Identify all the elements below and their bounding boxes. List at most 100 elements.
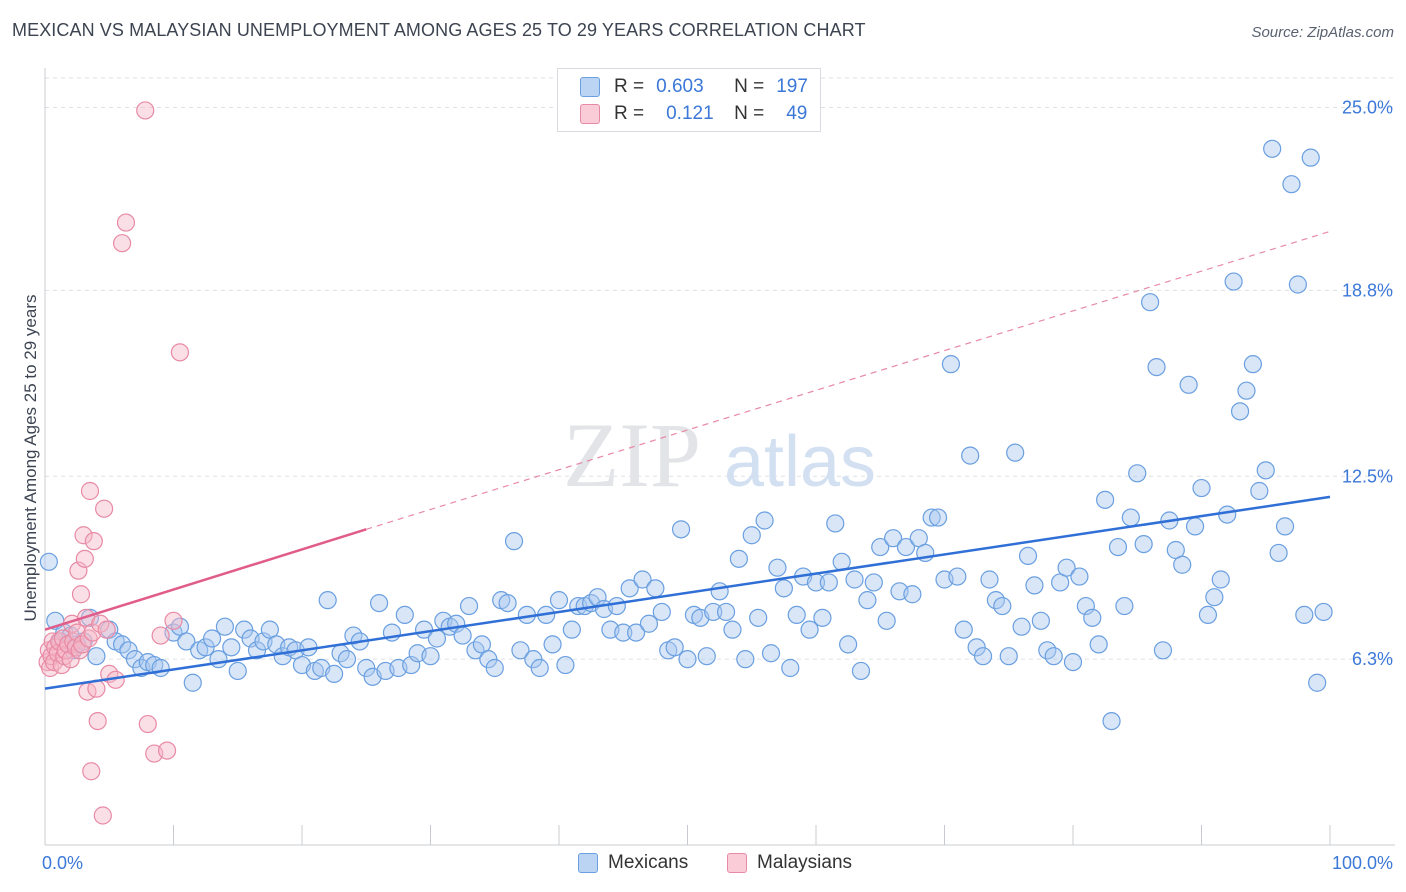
mexicans-point-149 xyxy=(999,647,1018,666)
mexicans-point-76 xyxy=(530,658,549,678)
mexicans-point-81 xyxy=(562,620,581,639)
mexicans-point-9 xyxy=(87,647,106,666)
mexicans-point-190 xyxy=(1263,139,1282,158)
mexicans-point-92 xyxy=(633,570,652,589)
malaysians-point-37 xyxy=(97,620,116,639)
mexicans-point-90 xyxy=(620,579,639,598)
mexicans-point-124 xyxy=(839,635,858,654)
mexicans-point-163 xyxy=(1089,635,1108,654)
mexicans-point-173 xyxy=(1153,641,1173,660)
mexicans-point-91 xyxy=(626,623,646,642)
mexicans-point-192 xyxy=(1275,517,1295,536)
y-tick-label-2: 18.8% xyxy=(1342,280,1393,300)
mexicans-point-94 xyxy=(646,579,665,598)
mexicans-point-95 xyxy=(652,602,671,622)
mexicans-point-194 xyxy=(1288,275,1307,294)
mexicans-point-191 xyxy=(1269,543,1288,563)
mexicans-point-183 xyxy=(1218,505,1237,524)
mexicans-point-170 xyxy=(1134,534,1153,554)
mexicans-point-154 xyxy=(1031,611,1050,630)
malaysians-point-43 xyxy=(138,714,157,734)
mexicans-point-116 xyxy=(787,605,806,625)
mexicans-point-164 xyxy=(1096,490,1115,509)
mexicans-point-143 xyxy=(961,446,980,465)
malaysians-point-23 xyxy=(74,526,93,545)
series-malaysians xyxy=(38,101,190,825)
malaysians-point-46 xyxy=(157,741,177,760)
legend-n-value-mexicans: 197 xyxy=(776,76,808,97)
mexicans-point-71 xyxy=(498,593,517,613)
mexicans-point-65 xyxy=(459,596,479,616)
malaysians-point-36 xyxy=(95,499,114,518)
mexicans-point-171 xyxy=(1140,293,1160,312)
legend-r-value-mexicans: 0.603 xyxy=(656,76,704,97)
mexicans-point-111 xyxy=(755,511,774,530)
mexicans-point-195 xyxy=(1295,605,1314,625)
mexicans-point-127 xyxy=(858,591,877,610)
mexicans-point-169 xyxy=(1128,464,1147,483)
mexicans-point-172 xyxy=(1147,358,1166,377)
mexicans-point-128 xyxy=(864,573,883,592)
mexicans-point-121 xyxy=(819,573,838,592)
mexicans-point-122 xyxy=(826,514,845,533)
mexicans-point-51 xyxy=(370,593,389,613)
malaysians-point-21 xyxy=(71,585,91,604)
malaysians-point-18 xyxy=(68,623,87,642)
mexicans-point-22 xyxy=(183,673,202,692)
mexicans-point-168 xyxy=(1121,508,1140,527)
mexicans-point-150 xyxy=(1006,443,1025,462)
mexicans-point-138 xyxy=(928,508,948,527)
mexicans-point-179 xyxy=(1192,478,1211,498)
svg-text:ZIP: ZIP xyxy=(563,404,701,506)
mexicans-point-126 xyxy=(851,661,871,681)
mexicans-point-134 xyxy=(903,585,922,604)
mexicans-point-72 xyxy=(504,532,524,551)
mexicans-point-104 xyxy=(710,582,729,601)
mexicans-point-167 xyxy=(1115,596,1134,616)
mexicans-point-142 xyxy=(954,620,973,639)
mexicans-point-29 xyxy=(228,661,247,681)
legend-n-label: N = xyxy=(734,76,765,97)
mexicans-point-182 xyxy=(1211,570,1230,589)
series-mexicans xyxy=(39,139,1333,731)
mexicans-point-141 xyxy=(948,567,967,586)
correlation-legend: R = 0.603 N = 197 R = 0.121 N = 49 xyxy=(557,68,821,132)
legend-r-label: R = xyxy=(614,76,645,97)
mexicans-point-109 xyxy=(742,526,761,545)
mexicans-point-146 xyxy=(980,570,999,589)
mexicans-point-93 xyxy=(639,614,659,633)
chart-title: MEXICAN VS MALAYSIAN UNEMPLOYMENT AMONG … xyxy=(12,20,866,40)
mexicans-point-180 xyxy=(1198,605,1218,625)
mexicans-point-145 xyxy=(973,647,993,666)
x-tick-label-0: 0.0% xyxy=(42,853,83,873)
legend-r-label: R = xyxy=(614,103,645,124)
legend-n-label: N = xyxy=(734,103,765,124)
malaysians-point-33 xyxy=(88,711,107,731)
mexicans-point-98 xyxy=(671,520,691,539)
mexicans-point-177 xyxy=(1179,375,1198,394)
mexicans-point-113 xyxy=(768,558,787,577)
mexicans-point-184 xyxy=(1224,272,1243,291)
mexicans-point-196 xyxy=(1301,148,1320,167)
mexicans-point-152 xyxy=(1018,546,1038,566)
mexicans-point-178 xyxy=(1185,517,1205,536)
mexicans-point-153 xyxy=(1025,576,1044,595)
mexicans-point-114 xyxy=(774,579,793,598)
mexicans-point-131 xyxy=(883,529,903,548)
mexicans-point-185 xyxy=(1230,402,1250,421)
mexicans-point-193 xyxy=(1282,175,1301,194)
malaysians-point-19 xyxy=(69,561,88,580)
mexicans-point-112 xyxy=(761,644,781,663)
mexicans-point-159 xyxy=(1063,652,1083,672)
mexicans-point-59 xyxy=(421,647,440,666)
malaysians-point-29 xyxy=(82,762,101,781)
bottom-legend-label-malaysians: Malaysians xyxy=(757,852,853,873)
malaysians-point-47 xyxy=(164,611,183,630)
mexicans-point-64 xyxy=(453,626,472,645)
mexicans-point-165 xyxy=(1102,711,1121,731)
trend-lines xyxy=(44,230,1331,690)
bottom-legend-mexicans: Mexicans xyxy=(578,852,688,874)
malaysians-point-42 xyxy=(136,101,155,120)
mexicans-point-176 xyxy=(1173,555,1192,574)
mexicans-point-102 xyxy=(697,647,716,666)
